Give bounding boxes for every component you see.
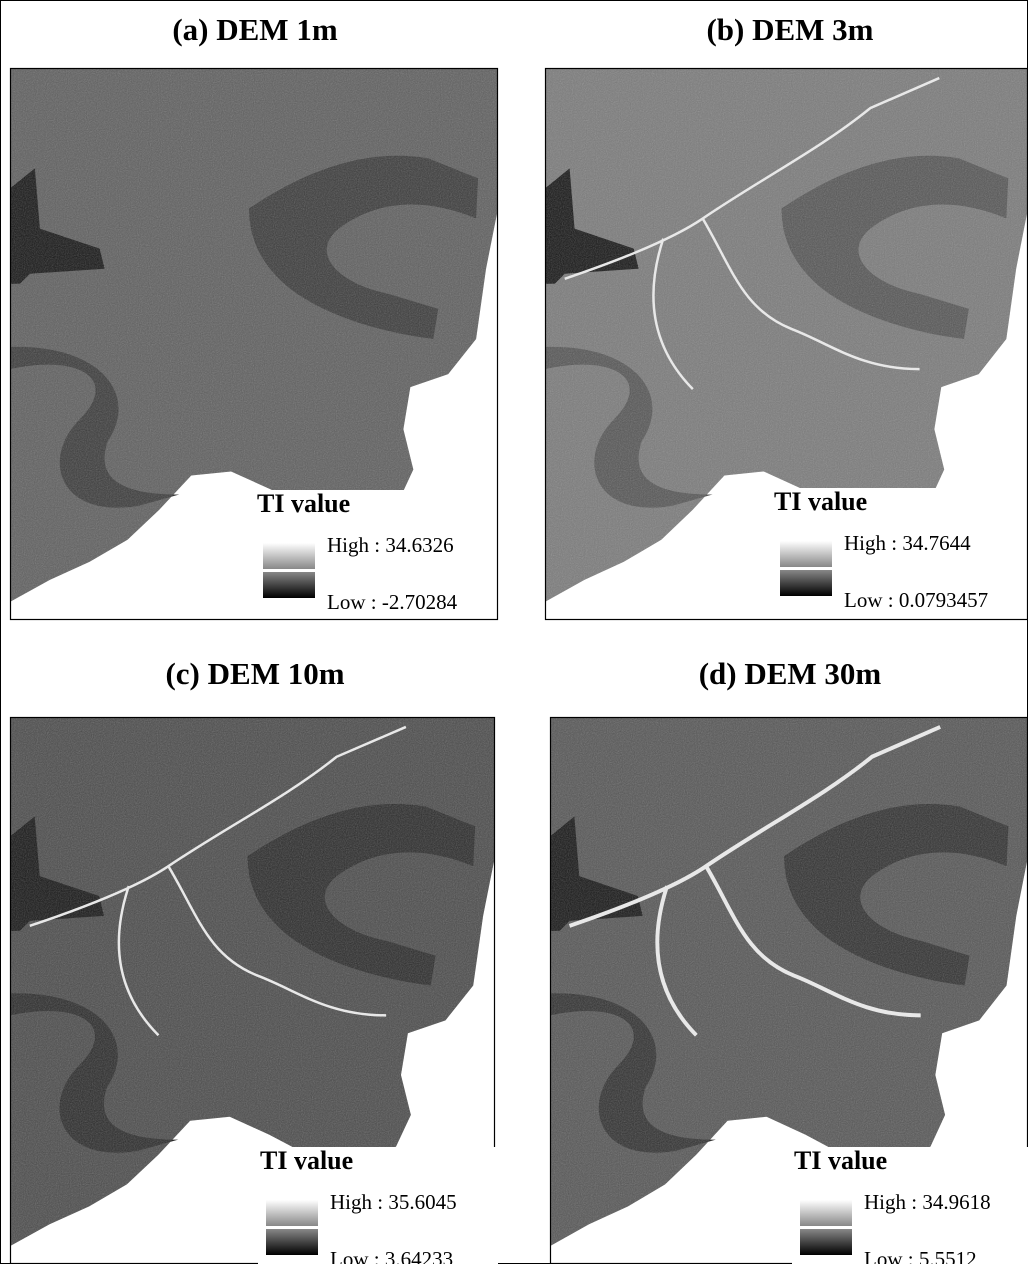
legend-title: TI value [257,489,350,518]
legend-swatch-high [266,1200,318,1226]
legend-swatch-low [266,1229,318,1255]
map-panel: (a) DEM 1m TI value High : 34.6326 Low : -2… [10,12,498,620]
legend-swatch-high [263,543,315,569]
legend-high: High : 34.9618 [864,1190,991,1214]
panel-title: (a) DEM 1m [172,12,337,47]
panel-title: (d) DEM 30m [699,656,882,691]
legend-swatch-low [780,570,832,596]
legend-high: High : 35.6045 [330,1190,457,1214]
legend-title: TI value [794,1146,887,1175]
map-panel: (c) DEM 10m TI value High : 35.6045 Low : 3… [10,656,498,1264]
legend-low: Low : 0.0793457 [844,588,988,612]
legend-swatch-high [800,1200,852,1226]
legend-title: TI value [260,1146,353,1175]
map-panel: (b) DEM 3m TI value High : 34.7644 Low : 0.… [545,12,1028,620]
legend-low: Low : 5.5512 [864,1247,977,1264]
legend-low: Low : -2.70284 [327,590,458,614]
legend-swatch-low [263,572,315,598]
map-panel: (d) DEM 30m TI value High : 34.9618 Low : 5… [550,656,1028,1264]
panel-title: (b) DEM 3m [706,12,873,47]
legend-high: High : 34.6326 [327,533,454,557]
figure: (a) DEM 1m TI value High : 34.6326 Low : -2… [0,0,1028,1264]
legend-swatch-low [800,1229,852,1255]
legend-high: High : 34.7644 [844,531,971,555]
legend-swatch-high [780,541,832,567]
legend-title: TI value [774,487,867,516]
panel-title: (c) DEM 10m [165,656,344,691]
legend-low: Low : 3.64233 [330,1247,453,1264]
